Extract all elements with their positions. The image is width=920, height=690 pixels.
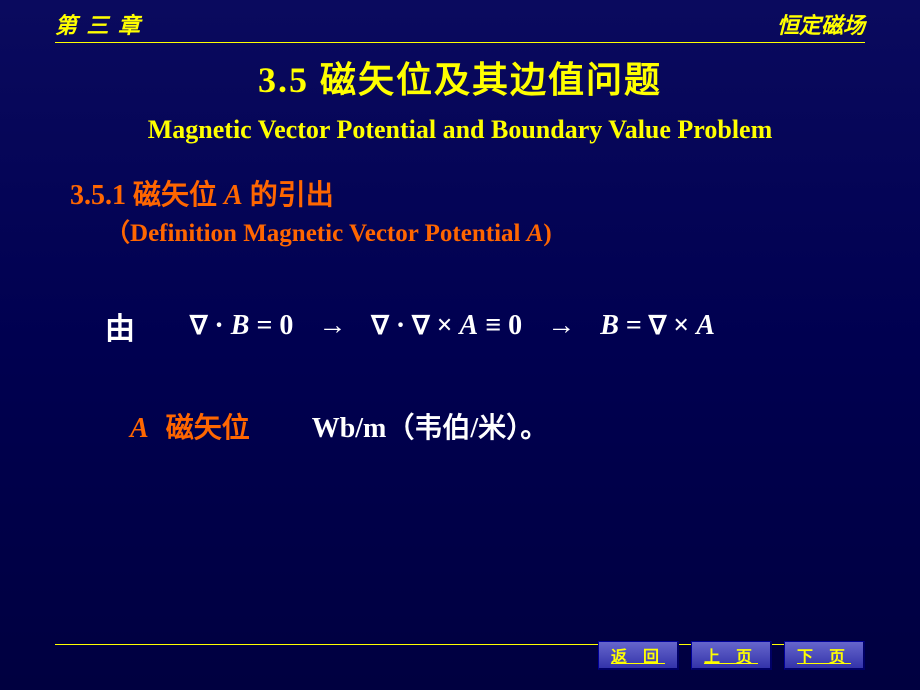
section-title-suffix: 的引出 — [250, 180, 334, 211]
section-sub-var: A — [527, 220, 544, 247]
next-button[interactable]: 下 页 — [784, 641, 865, 670]
equation-prefix: 由 — [105, 304, 135, 348]
equation-part-2: ∇ · ∇ × A ≡ 0 — [371, 310, 522, 342]
equation-part-1: ∇ · B = 0 — [190, 310, 293, 342]
equation-row: 由 ∇ · B = 0 → ∇ · ∇ × A ≡ 0 → B = ∇ × A — [105, 304, 920, 348]
subtitle-english: Magnetic Vector Potential and Boundary V… — [0, 115, 920, 145]
back-button[interactable]: 返 回 — [598, 641, 679, 670]
unit-definition: A 磁矢位 Wb/m（韦伯/米）。 — [130, 406, 920, 446]
section-sub-english: Definition Magnetic Vector Potential — [130, 220, 527, 247]
navigation-bar: 返 回 上 页 下 页 — [598, 641, 865, 670]
header-divider — [55, 42, 865, 43]
section-title-prefix: 磁矢位 — [133, 180, 217, 211]
prev-button[interactable]: 上 页 — [691, 641, 772, 670]
section-number: 3.5.1 — [70, 180, 126, 211]
main-title: 3.5 磁矢位及其边值问题 — [0, 51, 920, 103]
paren-open: （ — [105, 220, 130, 247]
section-subheading: （Definition Magnetic Vector Potential A) — [105, 213, 920, 249]
arrow-icon: → — [318, 310, 346, 342]
unit-value: Wb/m（韦伯/米）。 — [312, 413, 549, 444]
unit-label-cn: 磁矢位 — [166, 413, 250, 444]
topic-label: 恒定磁场 — [777, 8, 865, 40]
paren-close: ) — [543, 220, 551, 247]
slide-header: 第 三 章 恒定磁场 — [0, 0, 920, 40]
section-heading: 3.5.1 磁矢位 A 的引出 — [70, 173, 920, 213]
arrow-icon: → — [547, 310, 575, 342]
equation-part-3: B = ∇ × A — [600, 310, 715, 342]
section-var-a: A — [224, 180, 243, 211]
chapter-label: 第 三 章 — [55, 8, 142, 40]
unit-var: A — [130, 413, 149, 444]
